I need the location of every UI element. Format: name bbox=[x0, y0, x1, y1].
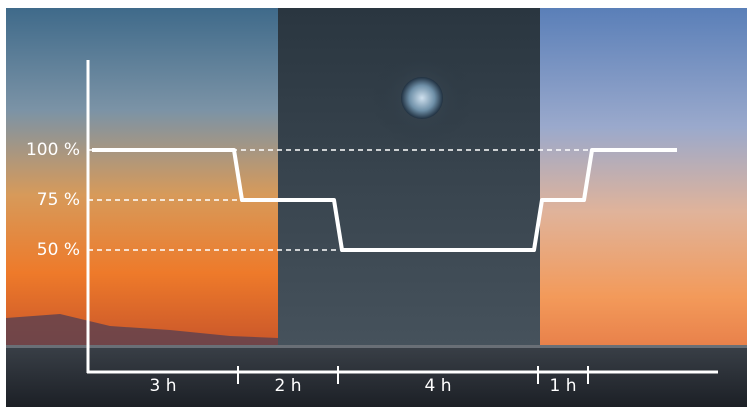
y-tick-label: 100 % bbox=[26, 140, 80, 160]
background-photo bbox=[6, 8, 747, 407]
segment-label: 3 h bbox=[150, 376, 177, 396]
segment-label: 4 h bbox=[425, 376, 452, 396]
axes bbox=[86, 60, 718, 374]
y-tick-label: 75 % bbox=[37, 190, 80, 210]
segment-label: 2 h bbox=[275, 376, 302, 396]
y-tick-label: 50 % bbox=[37, 240, 80, 260]
segment-label: 1 h bbox=[550, 376, 577, 396]
level-line bbox=[92, 148, 677, 252]
